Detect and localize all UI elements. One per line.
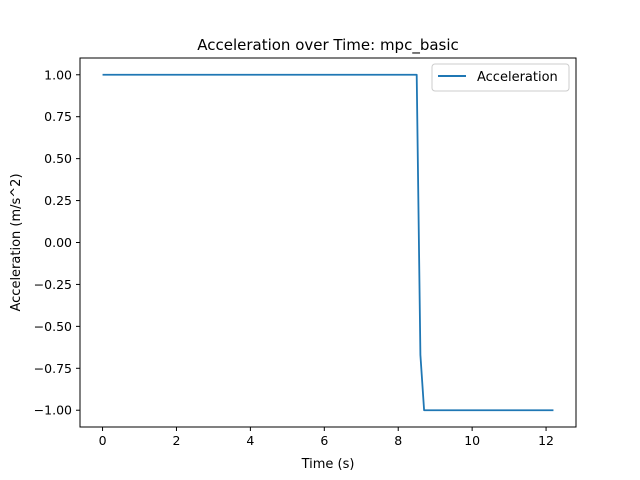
y-tick-label: −1.00 — [34, 403, 72, 418]
x-tick-label: 12 — [538, 433, 554, 448]
y-tick-label: −0.75 — [34, 361, 72, 376]
y-tick-label: 0.50 — [44, 151, 72, 166]
x-tick-label: 6 — [320, 433, 328, 448]
y-axis: −1.00 −0.75 −0.50 −0.25 0.00 0.25 0.50 0.75 1.00 — [34, 67, 80, 418]
y-tick-label: 1.00 — [44, 67, 72, 82]
y-tick-label: 0.00 — [44, 235, 72, 250]
x-tick-label: 2 — [172, 433, 180, 448]
x-tick-label: 10 — [464, 433, 480, 448]
x-axis: 0 2 4 6 8 10 12 — [99, 427, 554, 448]
legend-label: Acceleration — [477, 70, 558, 85]
series-layer — [102, 73, 554, 412]
y-tick-label: 0.25 — [44, 193, 72, 208]
legend-box — [431, 63, 570, 92]
series-line-0 — [102, 73, 554, 412]
x-tick-label: 8 — [394, 433, 402, 448]
chart-title: Acceleration over Time: mpc_basic — [197, 36, 459, 55]
y-tick-label: −0.25 — [34, 277, 72, 292]
y-tick-label: 0.75 — [44, 109, 72, 124]
plot-frame — [79, 57, 577, 428]
y-axis-title: Acceleration (m/s^2) — [9, 173, 24, 311]
x-axis-title: Time (s) — [301, 457, 355, 472]
y-tick-label: −0.50 — [34, 319, 72, 334]
x-tick-label: 0 — [99, 433, 107, 448]
legend: Acceleration — [431, 63, 570, 92]
x-tick-label: 4 — [246, 433, 254, 448]
